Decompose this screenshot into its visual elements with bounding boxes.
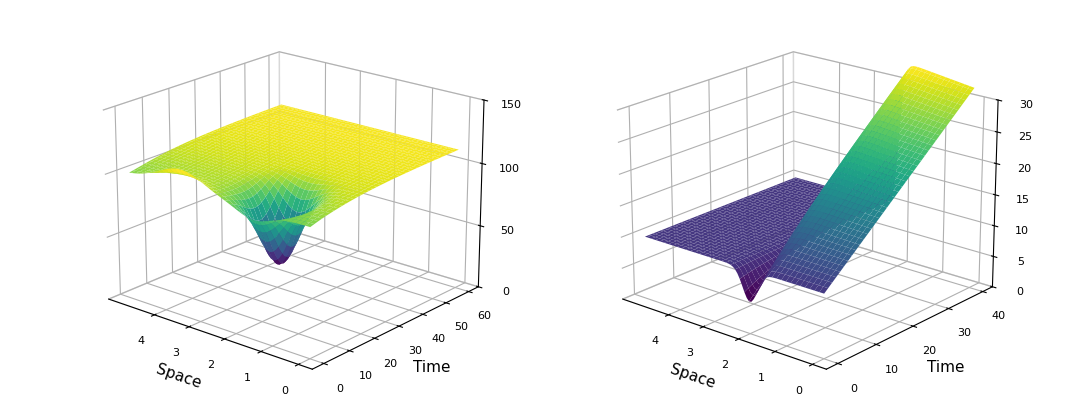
X-axis label: Space: Space [154,361,203,390]
X-axis label: Space: Space [668,361,718,390]
Y-axis label: Time: Time [413,359,451,374]
Y-axis label: Time: Time [927,359,965,374]
